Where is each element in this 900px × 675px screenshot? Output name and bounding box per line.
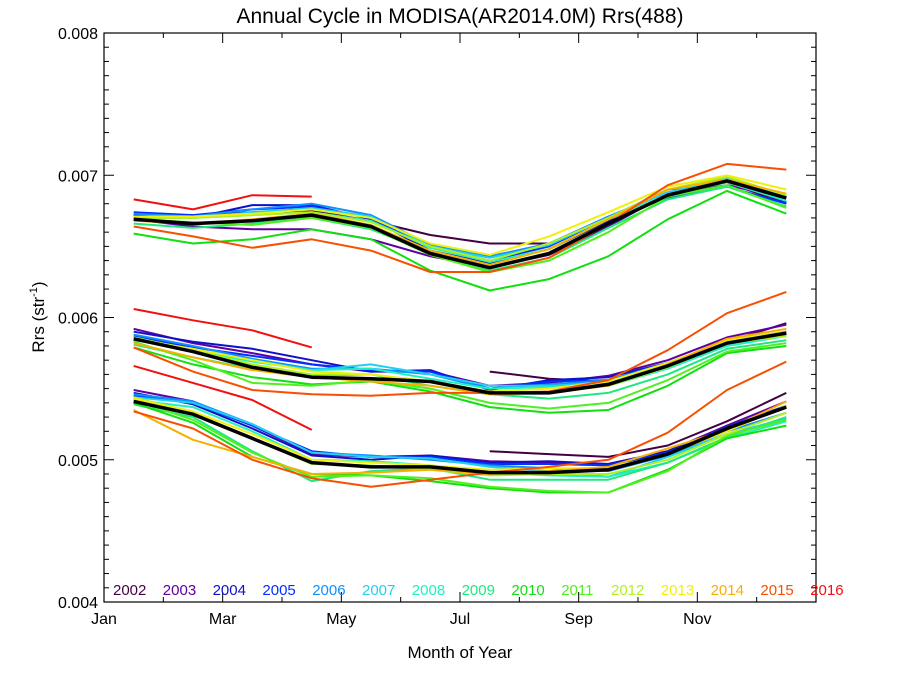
y-tick-label: 0.008 — [58, 26, 98, 43]
plot-frame — [103, 32, 817, 603]
legend-item-2004: 2004 — [213, 582, 246, 599]
series-line-2013-upper — [133, 174, 787, 256]
legend-item-2003: 2003 — [163, 582, 196, 599]
x-tick-label: Mar — [209, 611, 237, 628]
legend-item-2006: 2006 — [312, 582, 345, 599]
series-line-2016-middle — [133, 308, 312, 349]
series-line-2007-upper — [133, 177, 787, 259]
x-axis-label: Month of Year — [408, 643, 513, 662]
y-axis-label-close: ) — [29, 281, 48, 287]
series-line-2015-upper — [133, 162, 787, 273]
legend-item-2012: 2012 — [611, 582, 644, 599]
legend-item-2016: 2016 — [810, 582, 843, 599]
legend-item-2005: 2005 — [262, 582, 295, 599]
y-tick-labels: 0.004 0.005 0.006 0.007 0.008 — [58, 26, 98, 612]
x-tick-label: Sep — [564, 611, 593, 628]
mean-line-middle — [133, 331, 787, 395]
series-line-2011-lower — [133, 399, 787, 494]
y-axis-label-superscript: -1 — [28, 287, 40, 297]
x-tick-label: Jul — [450, 611, 470, 628]
series-line-2016-lower — [133, 364, 313, 431]
series-line-2010-upper — [133, 189, 787, 292]
series-line-2015-middle — [133, 290, 787, 397]
mean-line-upper — [133, 179, 787, 270]
series-line-2003-middle — [133, 323, 787, 387]
y-tick-label: 0.006 — [58, 311, 98, 328]
x-tick-label: Jan — [91, 611, 117, 628]
mean-line-lower — [133, 399, 787, 475]
legend-item-2009: 2009 — [462, 582, 495, 599]
legend: 2002 2003 2004 2005 2006 2007 2008 2009 2010 2011… — [113, 582, 844, 599]
legend-item-2015: 2015 — [760, 582, 793, 599]
legend-item-2011: 2011 — [561, 582, 593, 599]
plot-area — [103, 32, 817, 603]
y-tick-label: 0.007 — [58, 168, 98, 185]
series-line-2011-middle — [133, 340, 787, 410]
y-axis-label-main: Rrs (str — [29, 297, 48, 353]
series-line-2007-lower — [133, 396, 787, 478]
x-tick-label: Nov — [683, 611, 711, 628]
axis-ticks — [103, 32, 817, 603]
y-tick-label: 0.004 — [58, 595, 98, 612]
legend-item-2013: 2013 — [661, 582, 694, 599]
mean-lines — [133, 179, 787, 475]
series-line-2008-middle — [133, 335, 787, 390]
x-tick-labels: Jan Mar May Jul Sep Nov — [91, 611, 711, 628]
y-axis-label: Rrs (str-1) — [28, 281, 48, 352]
y-tick-label: 0.005 — [58, 453, 98, 470]
series-line-2015-lower — [133, 360, 787, 488]
legend-item-2014: 2014 — [711, 582, 744, 599]
series-line-2011-upper — [133, 184, 787, 273]
series-line-2002-lower — [489, 391, 787, 458]
x-tick-label: May — [326, 611, 356, 628]
series-line-2009-lower — [133, 403, 787, 483]
legend-item-2008: 2008 — [412, 582, 445, 599]
legend-item-2002: 2002 — [113, 582, 146, 599]
series-line-2010-middle — [133, 345, 787, 414]
series-line-2014-middle — [133, 327, 787, 396]
legend-item-2010: 2010 — [511, 582, 544, 599]
series-line-2016-upper — [133, 194, 312, 211]
legend-item-2007: 2007 — [362, 582, 395, 599]
chart-title: Annual Cycle in MODISA(AR2014.0M) Rrs(48… — [237, 5, 684, 28]
series-lines — [133, 162, 787, 494]
